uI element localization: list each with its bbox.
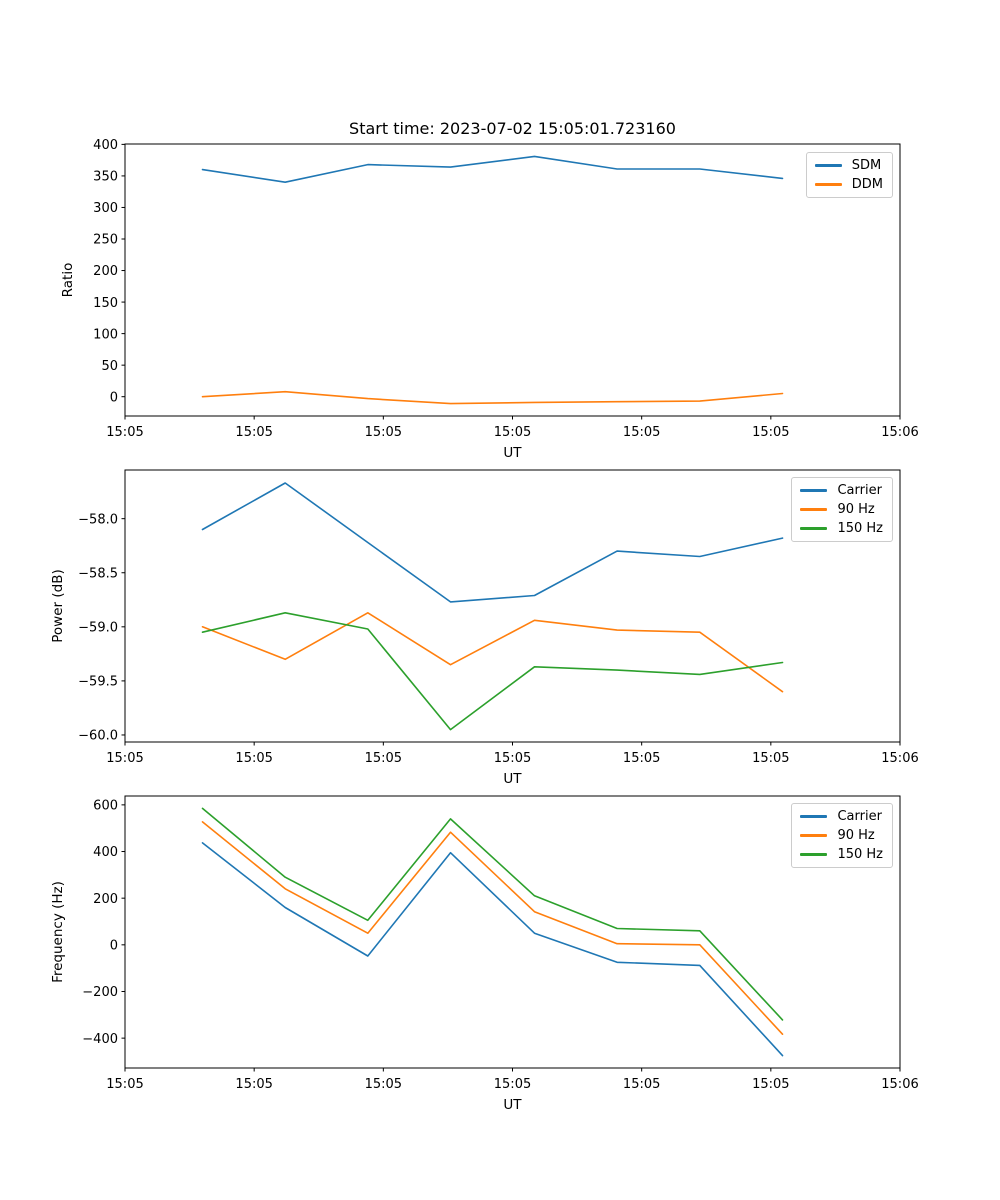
- x-tick-label: 15:05: [752, 1077, 789, 1092]
- 150-hz-line: [201, 807, 784, 1021]
- y-tick-label: 300: [93, 201, 118, 216]
- legend-entry: Carrier: [800, 483, 883, 498]
- y-axis-label: Power (dB): [50, 569, 66, 642]
- 90-hz-line: [201, 821, 784, 1035]
- carrier-line: [201, 842, 784, 1057]
- y-tick-label: −59.0: [78, 621, 118, 636]
- power-legend: Carrier 90 Hz 150 Hz: [791, 477, 893, 542]
- y-tick-label: 400: [93, 845, 118, 860]
- x-tick-label: 15:05: [106, 1077, 143, 1092]
- legend-entry: 150 Hz: [800, 847, 883, 862]
- y-tick-label: −60.0: [78, 729, 118, 744]
- 150-hz-line: [201, 611, 784, 731]
- legend-line-swatch: [800, 508, 828, 511]
- x-tick-label: 15:06: [881, 1077, 918, 1092]
- x-tick-label: 15:05: [235, 425, 272, 440]
- x-tick-label: 15:05: [623, 751, 660, 766]
- x-tick-label: 15:06: [881, 751, 918, 766]
- ddm-line: [201, 390, 784, 405]
- y-tick-label: 0: [110, 939, 118, 954]
- y-tick-label: 100: [93, 327, 118, 342]
- legend-entry-label: 90 Hz: [837, 828, 875, 843]
- legend-entry: 150 Hz: [800, 521, 883, 536]
- legend-entry: SDM: [814, 158, 883, 173]
- x-tick-label: 15:05: [752, 425, 789, 440]
- legend-line-swatch: [814, 183, 842, 186]
- y-tick-label: −58.0: [78, 512, 118, 527]
- y-tick-label: 600: [93, 799, 118, 814]
- legend-entry-label: SDM: [851, 158, 882, 173]
- y-tick-label: 400: [93, 138, 118, 153]
- legend-entry: DDM: [814, 177, 883, 192]
- ratio-legend: SDM DDM: [805, 152, 893, 198]
- x-axis-label: UT: [503, 445, 522, 461]
- x-tick-label: 15:05: [623, 425, 660, 440]
- y-tick-label: 250: [93, 233, 118, 248]
- carrier-line: [201, 482, 784, 603]
- x-axis-label: UT: [503, 771, 522, 787]
- legend-entry-label: DDM: [851, 177, 883, 192]
- y-tick-label: 50: [101, 359, 118, 374]
- legend-entry: 90 Hz: [800, 828, 883, 843]
- y-tick-label: 200: [93, 892, 118, 907]
- 90-hz-line: [201, 611, 784, 693]
- x-tick-label: 15:05: [365, 751, 402, 766]
- x-tick-label: 15:05: [235, 751, 272, 766]
- x-tick-label: 15:05: [752, 751, 789, 766]
- y-axis-label: Ratio: [60, 263, 76, 298]
- y-tick-label: 350: [93, 170, 118, 185]
- x-tick-label: 15:05: [623, 1077, 660, 1092]
- legend-entry: 90 Hz: [800, 502, 883, 517]
- legend-line-swatch: [800, 853, 828, 856]
- x-tick-label: 15:05: [235, 1077, 272, 1092]
- legend-entry-label: 150 Hz: [837, 847, 883, 862]
- legend-entry-label: 150 Hz: [837, 521, 883, 536]
- y-axis-label: Frequency (Hz): [50, 881, 66, 983]
- x-tick-label: 15:05: [494, 425, 531, 440]
- x-tick-label: 15:05: [365, 1077, 402, 1092]
- x-axis-label: UT: [503, 1097, 522, 1113]
- legend-entry-label: Carrier: [837, 483, 882, 498]
- x-tick-label: 15:05: [494, 1077, 531, 1092]
- y-tick-label: −200: [82, 985, 118, 1000]
- x-tick-label: 15:05: [365, 425, 402, 440]
- y-tick-label: 200: [93, 264, 118, 279]
- sdm-line: [201, 155, 784, 183]
- legend-line-swatch: [800, 834, 828, 837]
- legend-entry: Carrier: [800, 809, 883, 824]
- y-tick-label: 150: [93, 296, 118, 311]
- y-tick-label: −58.5: [78, 566, 118, 581]
- axes-frame: [124, 795, 901, 1069]
- legend-entry-label: 90 Hz: [837, 502, 875, 517]
- legend-line-swatch: [800, 815, 828, 818]
- x-tick-label: 15:06: [881, 425, 918, 440]
- legend-line-swatch: [814, 164, 842, 167]
- frequency-legend: Carrier 90 Hz 150 Hz: [791, 803, 893, 868]
- figure-title: Start time: 2023-07-02 15:05:01.723160: [349, 119, 676, 138]
- y-tick-label: 0: [110, 390, 118, 405]
- x-tick-label: 15:05: [494, 751, 531, 766]
- x-tick-label: 15:05: [106, 751, 143, 766]
- legend-line-swatch: [800, 527, 828, 530]
- legend-entry-label: Carrier: [837, 809, 882, 824]
- y-tick-label: −59.5: [78, 675, 118, 690]
- x-tick-label: 15:05: [106, 425, 143, 440]
- y-tick-label: −400: [82, 1032, 118, 1047]
- legend-line-swatch: [800, 489, 828, 492]
